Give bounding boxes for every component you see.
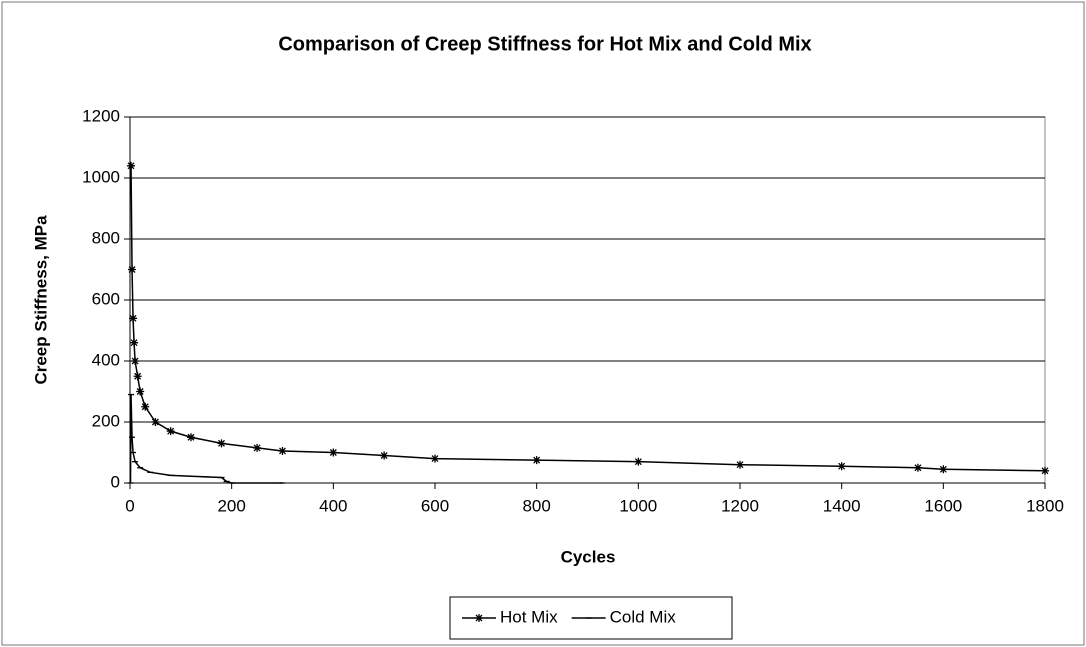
point-marker (380, 451, 389, 460)
point-marker (217, 439, 226, 448)
y-tick-label: 0 (111, 472, 120, 491)
point-marker (939, 465, 948, 474)
point-marker (128, 265, 137, 274)
y-tick-label: 1200 (82, 106, 120, 125)
x-tick-label: 400 (319, 496, 347, 515)
point-marker (837, 462, 846, 471)
point-marker (913, 463, 922, 472)
x-tick-label: 1000 (619, 496, 657, 515)
y-tick-label: 600 (92, 289, 120, 308)
y-tick-label: 200 (92, 411, 120, 430)
point-marker (151, 418, 160, 426)
y-tick-label: 1000 (82, 167, 120, 186)
y-axis-title: Creep Stiffness, MPa (31, 215, 50, 385)
x-tick-label: 1400 (823, 496, 861, 515)
point-marker (253, 443, 262, 452)
x-tick-label: 0 (125, 496, 134, 515)
x-tick-label: 1600 (924, 496, 962, 515)
point-marker (1041, 466, 1049, 475)
legend-label: Hot Mix (500, 607, 558, 626)
x-axis-title: Cycles (561, 547, 616, 566)
chart-title: Comparison of Creep Stiffness for Hot Mi… (278, 33, 811, 55)
point-marker (431, 454, 439, 463)
point-marker (187, 433, 195, 442)
legend-marker (475, 614, 483, 622)
point-marker (166, 427, 175, 436)
legend-label: Cold Mix (610, 607, 677, 626)
point-marker (131, 357, 140, 365)
point-marker (136, 387, 145, 396)
point-marker (133, 372, 142, 381)
point-marker (634, 457, 643, 466)
y-tick-label: 800 (92, 228, 120, 247)
point-marker (127, 161, 136, 170)
x-tick-label: 1800 (1026, 496, 1064, 515)
point-marker (736, 460, 744, 469)
x-tick-label: 1200 (721, 496, 759, 515)
point-marker (130, 338, 139, 347)
x-tick-label: 200 (217, 496, 245, 515)
point-marker (532, 456, 541, 465)
point-marker (129, 314, 138, 323)
x-tick-label: 600 (421, 496, 449, 515)
point-marker (278, 446, 287, 455)
point-marker (141, 402, 150, 411)
x-tick-label: 800 (522, 496, 550, 515)
point-marker (329, 448, 338, 457)
y-tick-label: 400 (92, 350, 120, 369)
